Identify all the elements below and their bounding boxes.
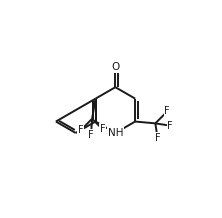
- Text: F: F: [167, 121, 173, 131]
- Text: F: F: [88, 130, 94, 140]
- Text: F: F: [78, 125, 83, 135]
- Text: F: F: [165, 106, 170, 116]
- Text: NH: NH: [108, 128, 123, 138]
- Text: F: F: [155, 133, 161, 143]
- Text: O: O: [111, 62, 119, 72]
- Text: F: F: [100, 124, 105, 134]
